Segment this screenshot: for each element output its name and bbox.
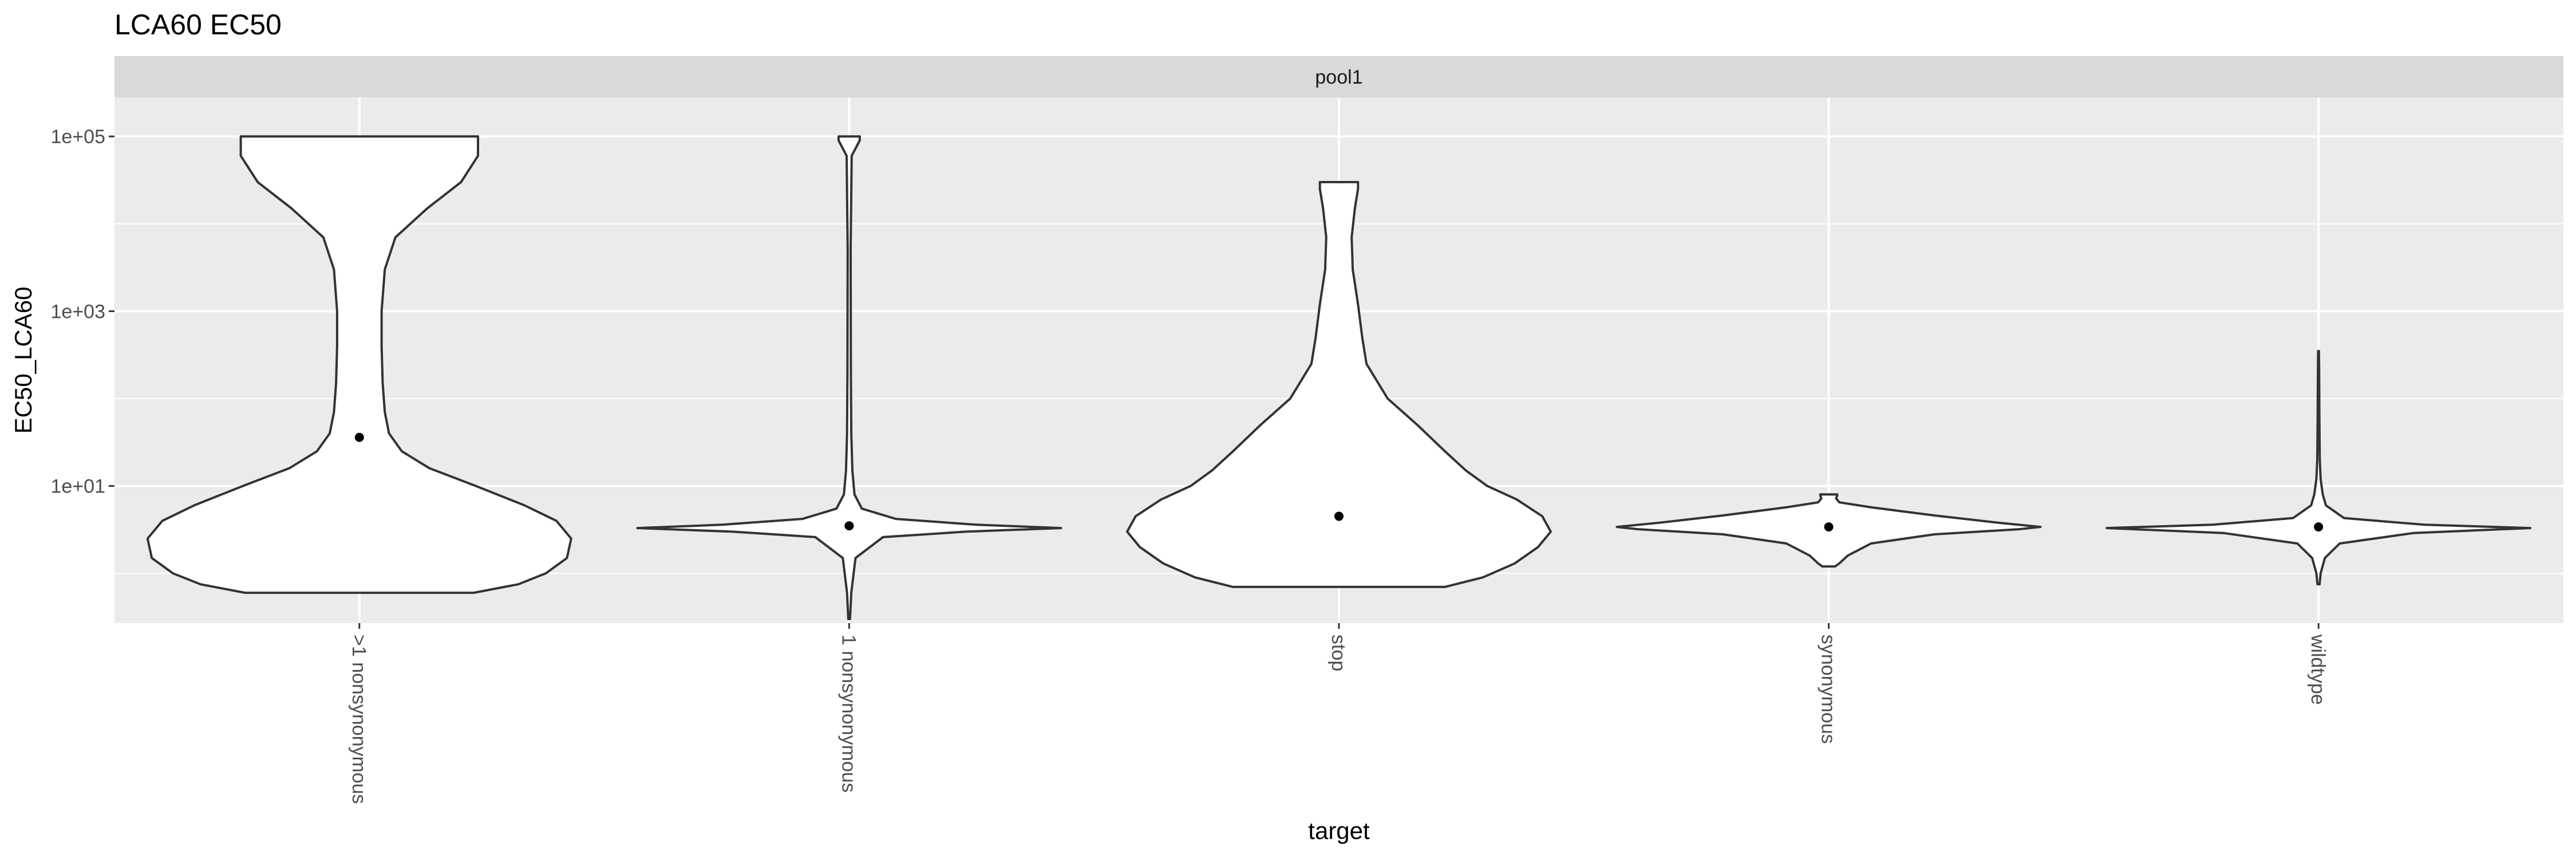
median-point-2: [1334, 511, 1344, 521]
violin-4: [2105, 350, 2532, 586]
facet-strip-label: pool1: [1315, 66, 1362, 88]
y-tick-label-2: 1e+05: [51, 126, 106, 148]
x-tick-label-3: synonymous: [1818, 635, 1839, 744]
violin-2: [1126, 181, 1552, 588]
violins: [146, 135, 2532, 620]
x-tick-label-0: >1 nonsynonymous: [348, 635, 370, 804]
median-point-0: [354, 432, 364, 442]
y-axis-label: EC50_LCA60: [10, 287, 37, 434]
median-point-1: [844, 521, 854, 531]
x-axis-ticks: >1 nonsynonymous 1 nonsynonymous stop synon…: [348, 623, 2329, 804]
violin-1: [636, 135, 1062, 620]
x-tick-label-2: stop: [1327, 635, 1349, 671]
x-axis-label: target: [1308, 817, 1370, 844]
chart-title: LCA60 EC50: [114, 9, 282, 41]
violin-0: [146, 135, 572, 594]
x-tick-label-1: 1 nonsynonymous: [837, 635, 859, 793]
y-tick-label-1: 1e+03: [51, 301, 106, 322]
median-point-3: [1824, 522, 1834, 532]
y-tick-label-0: 1e+01: [51, 476, 106, 498]
x-tick-label-4: wildtype: [2307, 634, 2329, 705]
facet-strip: [114, 56, 2563, 97]
median-point-4: [2314, 522, 2324, 532]
y-axis-ticks: 1e+01 1e+03 1e+05: [51, 126, 114, 498]
